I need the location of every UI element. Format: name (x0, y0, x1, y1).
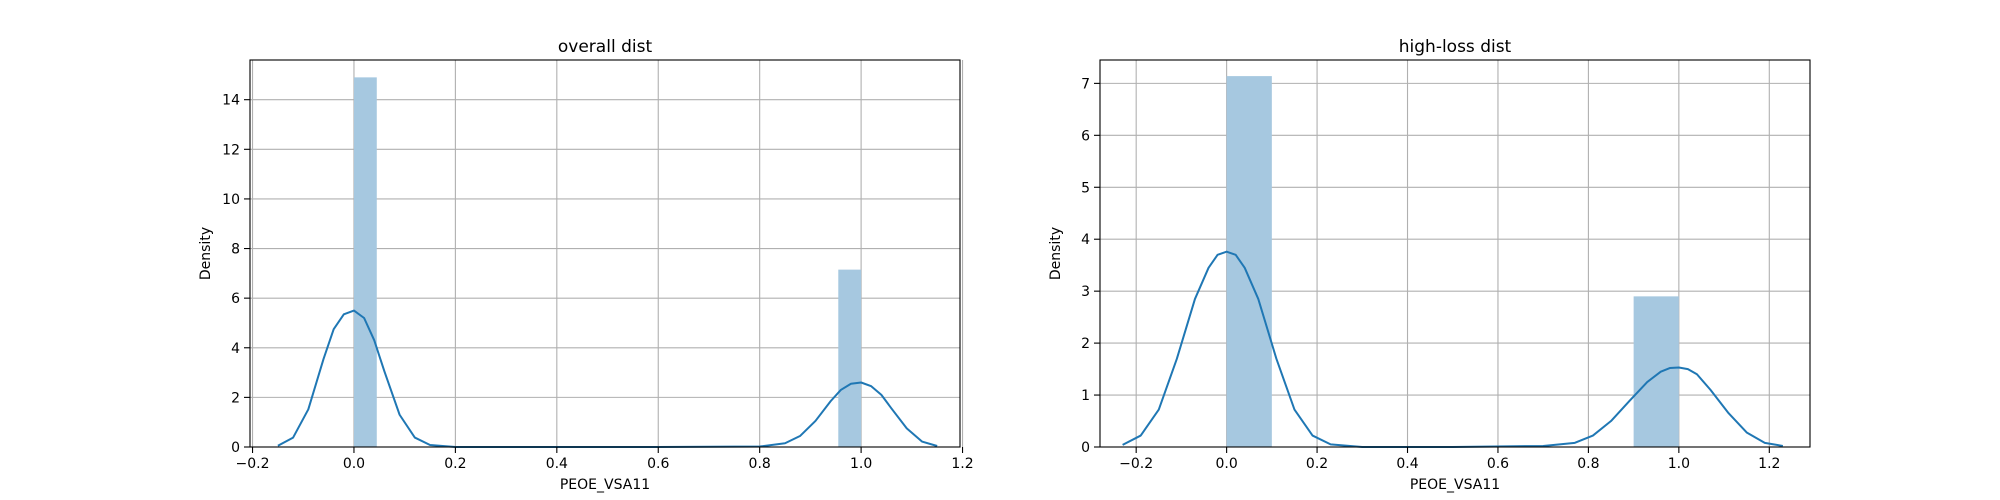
x-axis-label: PEOE_VSA11 (1410, 477, 1500, 493)
x-tick-label: 0.4 (546, 456, 568, 472)
chart-title: overall dist (558, 37, 653, 57)
x-tick-label: 1.0 (1668, 456, 1690, 472)
x-tick-label: 1.2 (1758, 456, 1780, 472)
y-tick-label: 1 (1081, 388, 1090, 404)
x-tick-label: 0.2 (444, 456, 466, 472)
x-axis-label: PEOE_VSA11 (560, 477, 650, 493)
x-tick-label: 1.0 (850, 456, 872, 472)
plot-overall-dist: −0.2 0.0 0.2 0.4 0.6 0.8 1.0 1.2 0 2 4 6 8 10 12 14 over… (198, 37, 974, 493)
x-tick-label: 0.2 (1306, 456, 1328, 472)
y-tick-label: 7 (1081, 76, 1090, 92)
y-tick-label: 14 (222, 93, 240, 109)
x-tick-label: −0.2 (236, 456, 270, 472)
histogram-bar (1226, 76, 1272, 447)
kde-line (1122, 250, 1784, 448)
x-tick-label: 0.0 (1215, 456, 1237, 472)
chart-title: high-loss dist (1399, 37, 1512, 57)
x-tick-label: 0.0 (343, 456, 365, 472)
gridlines (1100, 60, 1810, 448)
y-tick-label: 0 (1081, 440, 1090, 456)
axes-frame (1099, 59, 1811, 448)
x-tick-label: 0.6 (1487, 456, 1509, 472)
x-tick-label: 0.4 (1396, 456, 1418, 472)
x-tick-label: 1.2 (951, 456, 973, 472)
y-axis-label: Density (198, 227, 214, 280)
y-tick-label: 3 (1081, 284, 1090, 300)
plot-high-loss-dist: −0.2 0.0 0.2 0.4 0.6 0.8 1.0 1.2 0 1 2 3 4 5 6 7 high-lo… (1048, 37, 1811, 493)
axes-frame (249, 59, 961, 448)
y-tick-label: 0 (231, 440, 240, 456)
x-tick-label: 0.8 (749, 456, 771, 472)
y-tick-label: 2 (1081, 336, 1090, 352)
y-tick-label: 12 (222, 142, 240, 158)
x-tick-label: −0.2 (1119, 456, 1153, 472)
y-tick-label: 10 (222, 192, 240, 208)
y-tick-label: 2 (231, 390, 240, 406)
y-tick-label: 5 (1081, 180, 1090, 196)
x-tick-label: 0.6 (647, 456, 669, 472)
x-tick-label: 0.8 (1577, 456, 1599, 472)
y-tick-label: 4 (231, 341, 240, 357)
y-tick-label: 8 (231, 242, 240, 258)
histogram-bar (353, 77, 377, 447)
histogram-bar (838, 269, 862, 447)
y-tick-label: 4 (1081, 232, 1090, 248)
y-tick-label: 6 (231, 291, 240, 307)
y-axis-label: Density (1048, 227, 1064, 280)
y-tick-label: 6 (1081, 128, 1090, 144)
histogram-bar (1633, 296, 1679, 447)
